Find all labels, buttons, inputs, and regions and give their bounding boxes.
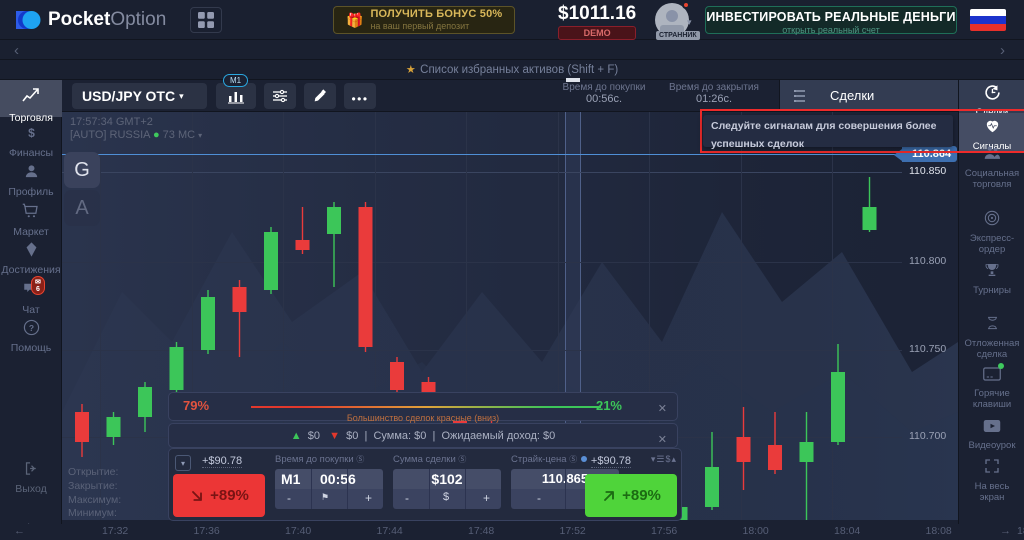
- svg-text:$: $: [28, 126, 35, 140]
- svg-text:?: ?: [28, 323, 33, 333]
